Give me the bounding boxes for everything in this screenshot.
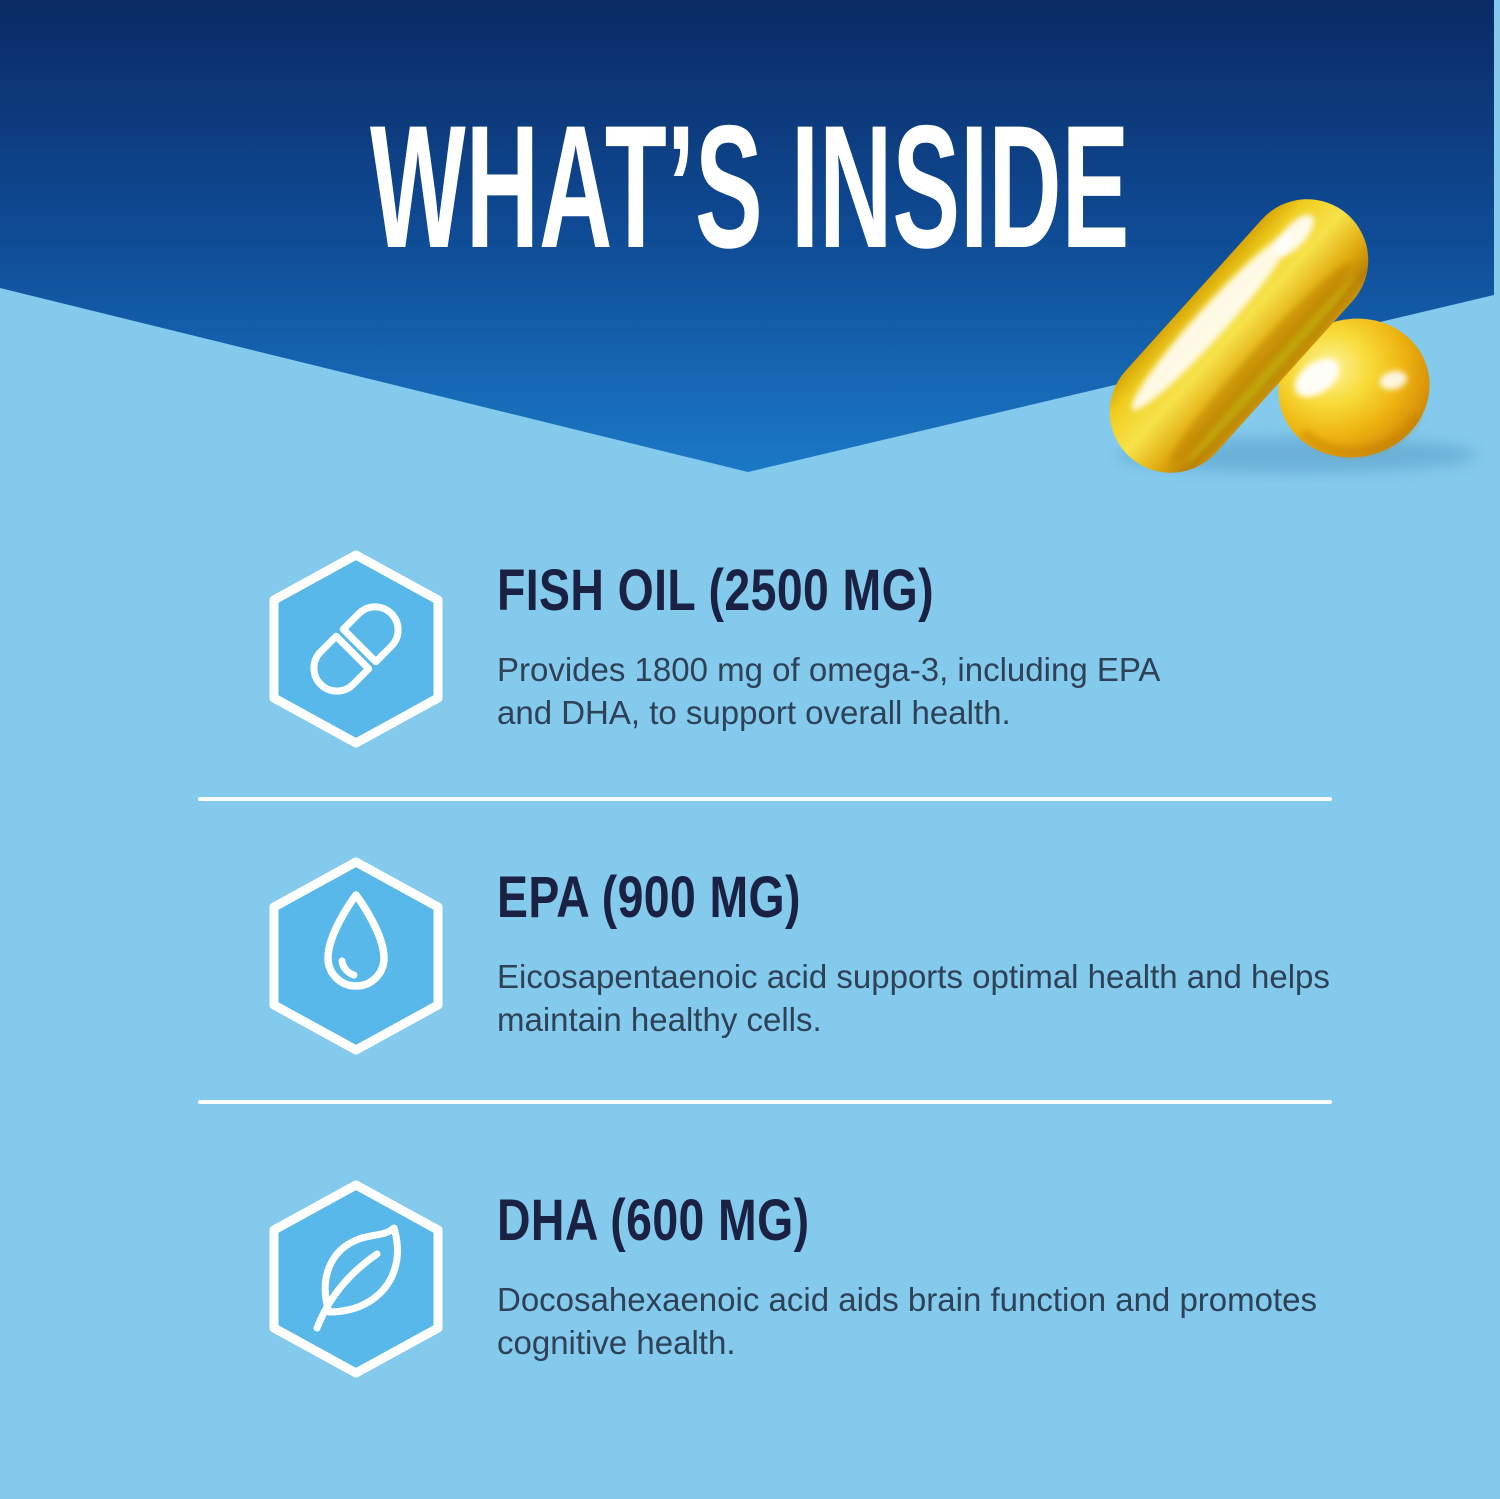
round-softgel xyxy=(1278,318,1430,458)
header-banner xyxy=(0,0,1494,472)
hexagon-badge xyxy=(269,857,443,1055)
feature-description: Provides 1800 mg of omega-3, including E… xyxy=(497,651,1161,731)
feature-title: FISH OIL (2500 MG) xyxy=(497,558,934,623)
header-polygon xyxy=(0,0,1494,472)
feature-title: EPA (900 MG) xyxy=(497,865,801,930)
oval-softgel xyxy=(1109,199,1369,473)
hexagon-icon xyxy=(269,550,443,748)
hexagon-icon xyxy=(269,857,443,1055)
feature-text-block: DHA (600 MG) Docosahexaenoic acid aids b… xyxy=(497,1192,1317,1364)
leaf-icon xyxy=(313,1224,401,1332)
hexagon-badge xyxy=(269,550,443,748)
hexagon-badge xyxy=(269,1180,443,1378)
hexagon-icon xyxy=(269,1180,443,1378)
feature-title: DHA (600 MG) xyxy=(497,1188,810,1253)
pill-icon xyxy=(310,603,402,695)
feature-fish-oil: FISH OIL (2500 MG) Provides 1800 mg of o… xyxy=(265,550,1365,770)
fish-oil-capsules-photo xyxy=(1109,199,1477,473)
section-divider xyxy=(198,1100,1332,1104)
feature-text-block: FISH OIL (2500 MG) Provides 1800 mg of o… xyxy=(497,562,1317,734)
feature-description: Docosahexaenoic acid aids brain function… xyxy=(497,1281,1318,1361)
droplet-icon xyxy=(324,891,388,990)
page-title: WHAT’S INSIDE xyxy=(370,90,1130,285)
feature-text-block: EPA (900 MG) Eicosapentaenoic acid suppo… xyxy=(497,865,1330,1041)
feature-description: Eicosapentaenoic acid supports optimal h… xyxy=(497,958,1330,1038)
feature-dha: DHA (600 MG) Docosahexaenoic acid aids b… xyxy=(265,1180,1365,1400)
feature-epa: EPA (900 MG) Eicosapentaenoic acid suppo… xyxy=(265,857,1365,1077)
section-divider xyxy=(198,797,1332,801)
